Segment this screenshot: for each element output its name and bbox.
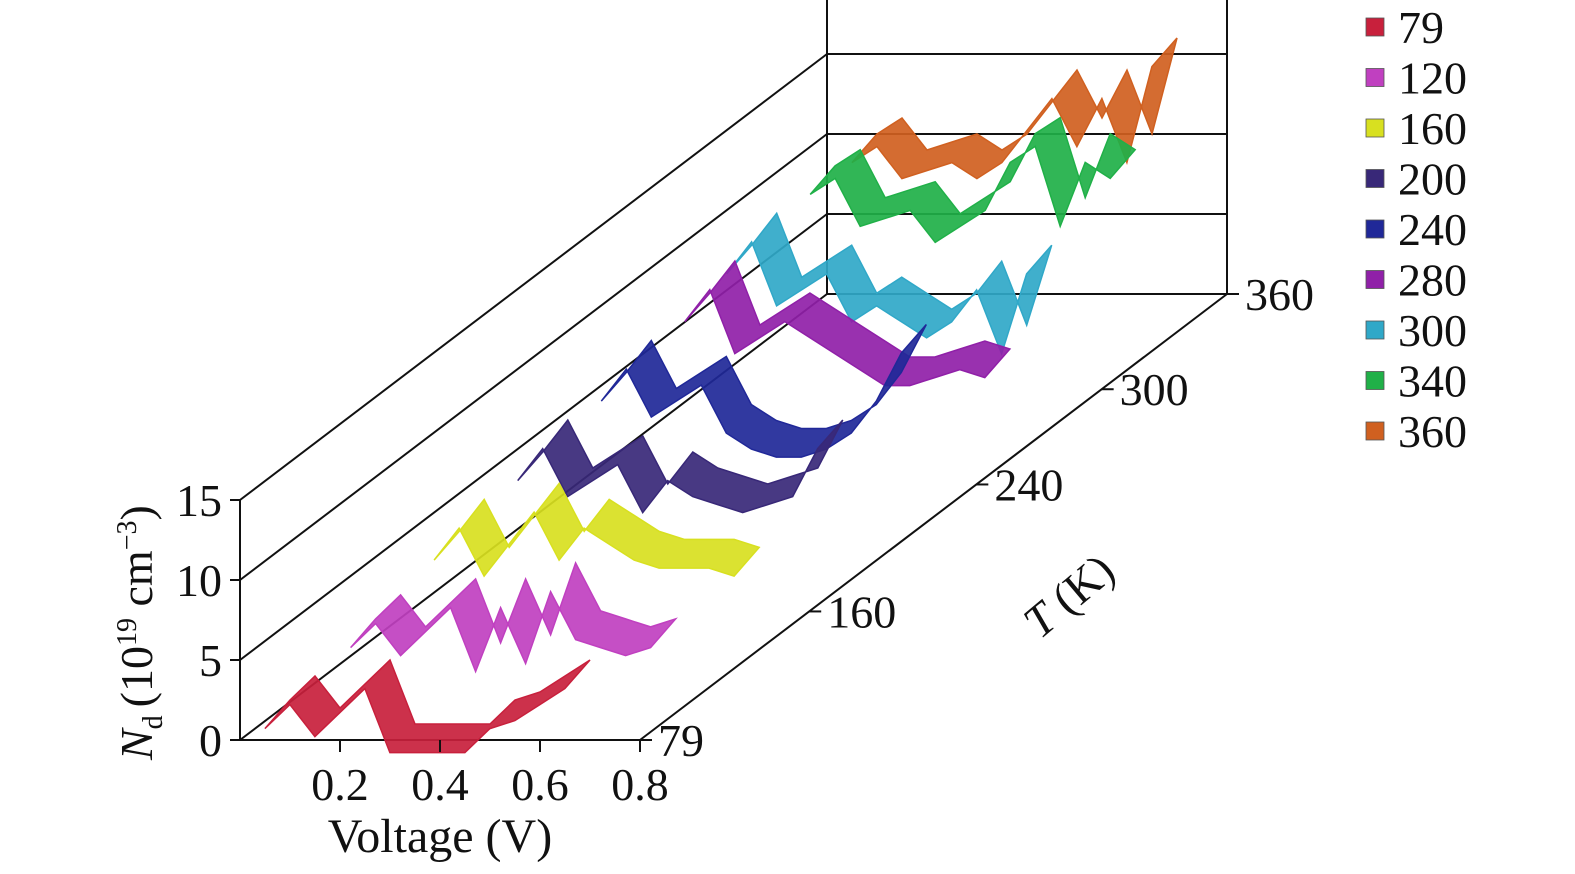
y-tick-label: 10 — [176, 555, 222, 606]
legend-label: 300 — [1398, 305, 1467, 356]
legend-label: 79 — [1398, 2, 1444, 53]
x-tick-label: 0.8 — [611, 759, 669, 810]
legend-swatch — [1365, 68, 1385, 87]
y-axis-label: Nd (1019 cm−3) — [111, 505, 169, 761]
legend-label: 280 — [1398, 255, 1467, 306]
ribbon-series — [517, 418, 844, 514]
y-gridline-side — [239, 53, 828, 501]
legend-swatch — [1365, 371, 1385, 390]
legend-swatch — [1365, 270, 1385, 289]
z-tick-label: 300 — [1120, 364, 1189, 415]
ribbon-series — [684, 259, 1012, 387]
legend-swatch — [1365, 219, 1385, 239]
legend-label: 360 — [1398, 406, 1467, 457]
y-tick-label: 15 — [176, 475, 222, 526]
legend-label: 120 — [1398, 53, 1467, 104]
y-tick-label: 0 — [199, 715, 222, 766]
ribbon-series — [433, 482, 761, 578]
legend-label: 240 — [1398, 204, 1467, 255]
y-axis-label-var: N — [111, 727, 162, 761]
y-axis-label-unit-e: ) — [111, 505, 162, 520]
tick-layer: 0 5 10 15 0.2 0.4 0.6 0.879 160 240 300 360 — [176, 269, 1314, 810]
y-axis-label-unit-b: 19 — [112, 618, 143, 646]
ribbon-series — [600, 324, 927, 458]
legend-label: 340 — [1398, 356, 1467, 407]
legend-swatch — [1365, 118, 1385, 138]
legend-label: 200 — [1398, 154, 1467, 205]
legend-swatch — [1365, 320, 1385, 340]
z-tick-label: 360 — [1245, 269, 1314, 320]
x-tick-label: 0.4 — [411, 759, 469, 810]
ribbon-series — [350, 561, 678, 674]
ribbon-series — [726, 211, 1053, 357]
z-axis-label: T (K) — [1014, 544, 1124, 648]
z-tick-label: 79 — [658, 715, 704, 766]
legend-swatch — [1365, 17, 1385, 37]
ribbon-series — [809, 116, 1137, 244]
z-axis-line — [639, 293, 1228, 741]
y-axis-label-unit-d: −3 — [112, 520, 143, 550]
legend-swatch — [1365, 169, 1385, 188]
y-axis-label-sub: d — [138, 715, 169, 729]
x-axis-label: Voltage (V) — [328, 810, 552, 863]
z-tick-label: 240 — [994, 459, 1063, 510]
x-tick-label: 0.2 — [311, 759, 369, 810]
y-axis-label-unit-a: (10 — [111, 646, 162, 707]
ribbon-series — [264, 658, 591, 754]
y-tick-label: 5 — [199, 635, 222, 686]
y-gridline-side — [239, 133, 828, 581]
legend-swatch — [1365, 421, 1385, 441]
z-tick-label: 160 — [827, 586, 896, 637]
x-tick-label: 0.6 — [511, 759, 569, 810]
ribbon-series — [851, 37, 1178, 180]
ribbon-layer — [264, 37, 1178, 754]
legend-label: 160 — [1398, 103, 1467, 154]
y-axis-label-unit-c: cm — [111, 550, 162, 618]
